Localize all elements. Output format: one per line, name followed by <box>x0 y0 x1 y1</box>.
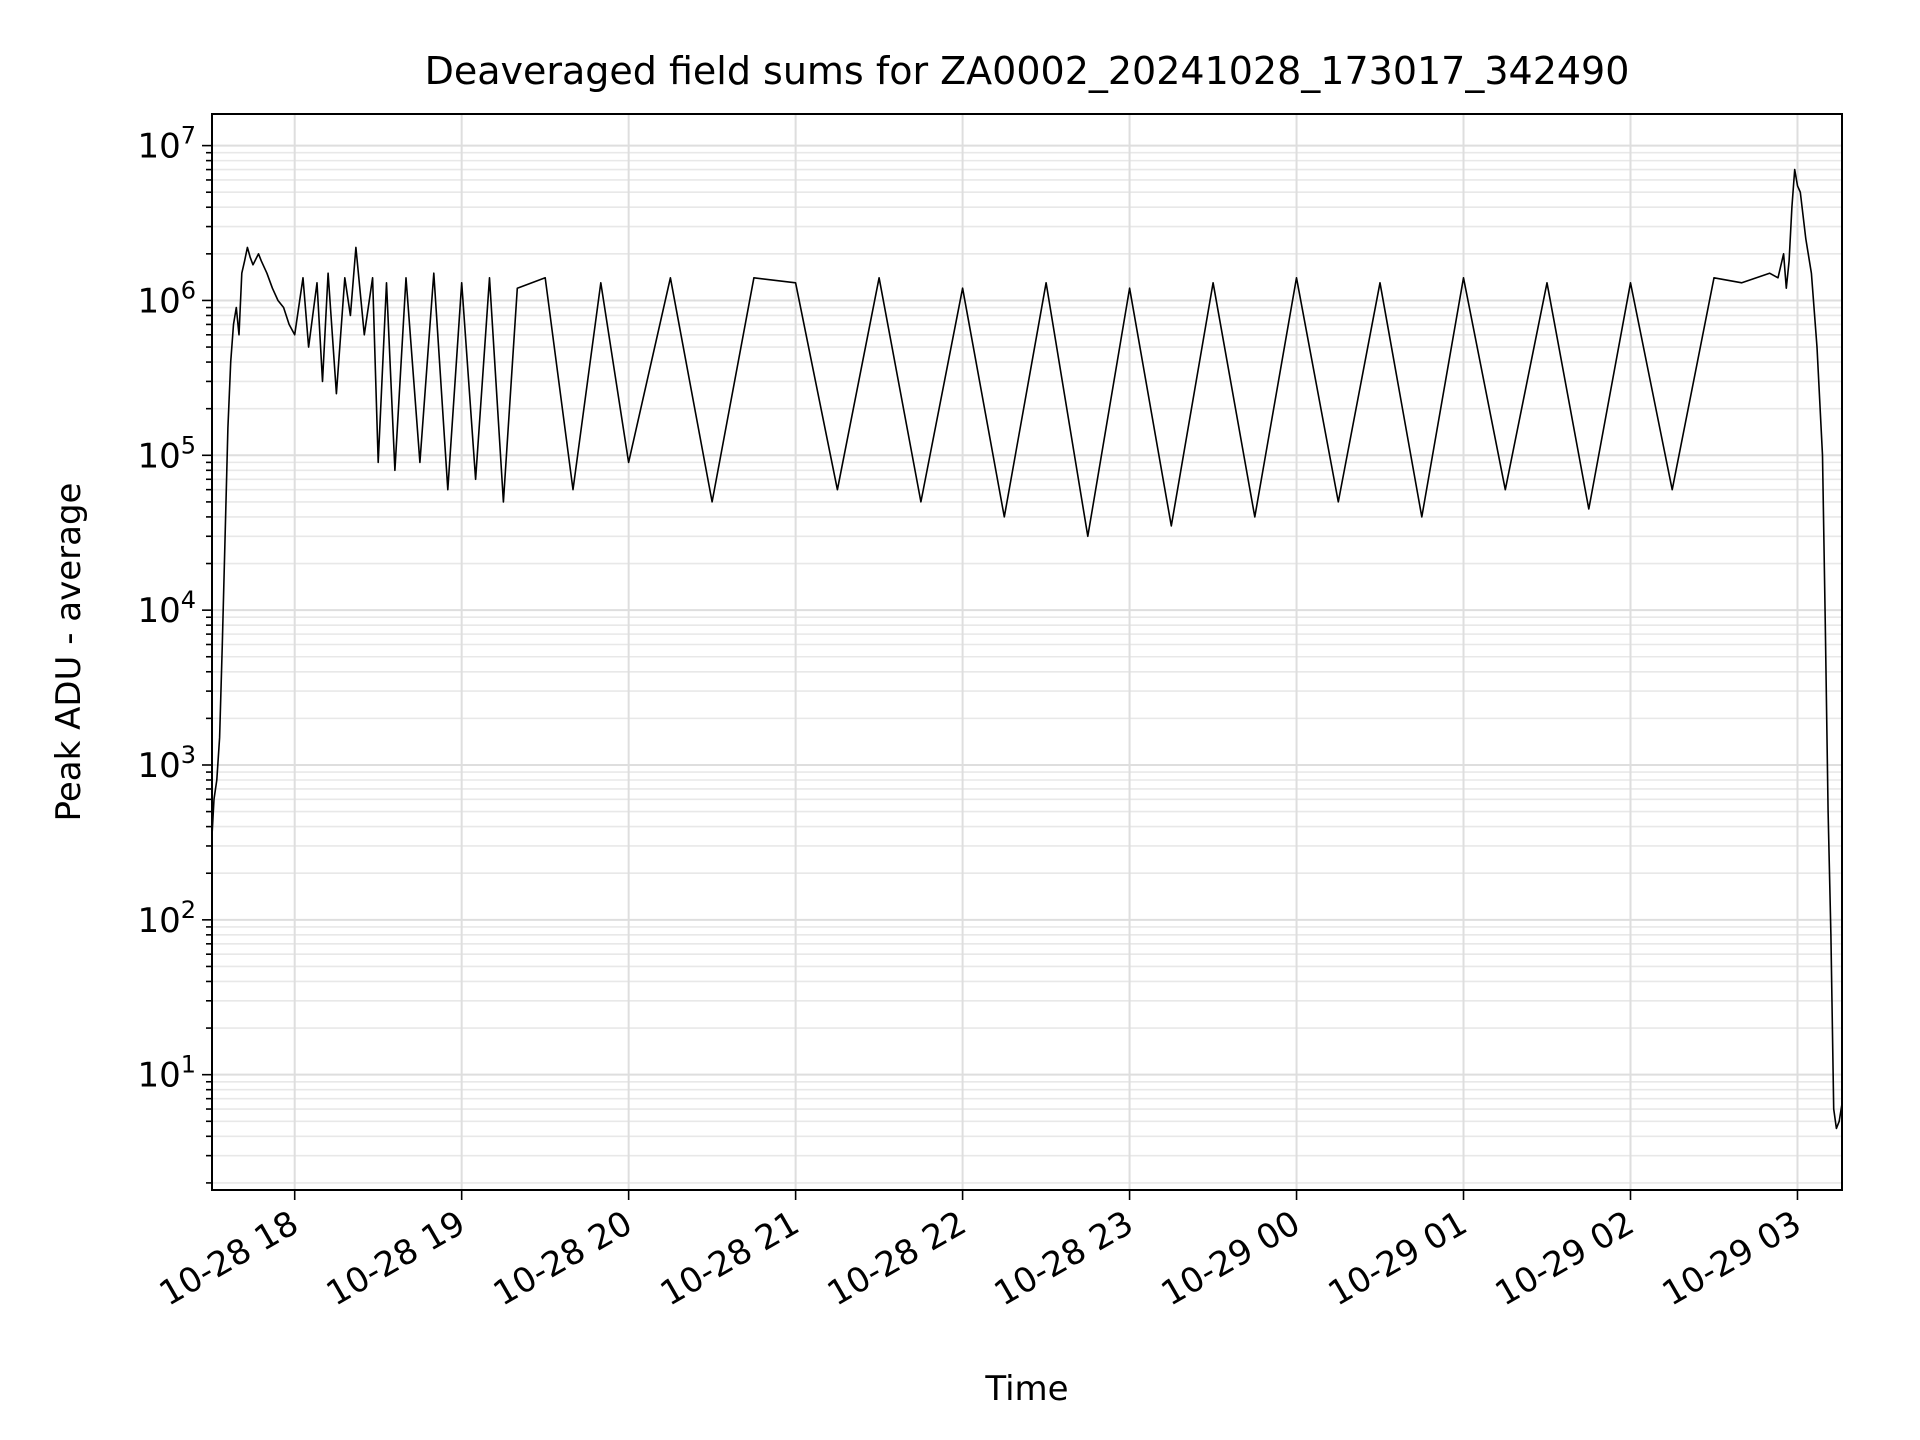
series-line <box>211 168 1843 1130</box>
y-tick-label: 102 <box>137 896 196 941</box>
y-tick-label: 103 <box>137 741 196 786</box>
y-axis-label: Peak ADU - average <box>49 483 89 822</box>
y-tick-label: 101 <box>137 1051 196 1096</box>
y-tick-label: 104 <box>137 586 196 631</box>
x-axis-label: Time <box>984 1369 1068 1409</box>
grid <box>212 114 1842 1190</box>
plot-frame <box>211 113 1843 1191</box>
chart-title: Deaveraged field sums for ZA0002_2024102… <box>425 49 1630 93</box>
y-tick-label: 107 <box>137 122 196 167</box>
data-layer <box>211 168 1843 1130</box>
y-tick-label: 106 <box>137 276 196 321</box>
y-tick-label: 105 <box>137 431 196 476</box>
